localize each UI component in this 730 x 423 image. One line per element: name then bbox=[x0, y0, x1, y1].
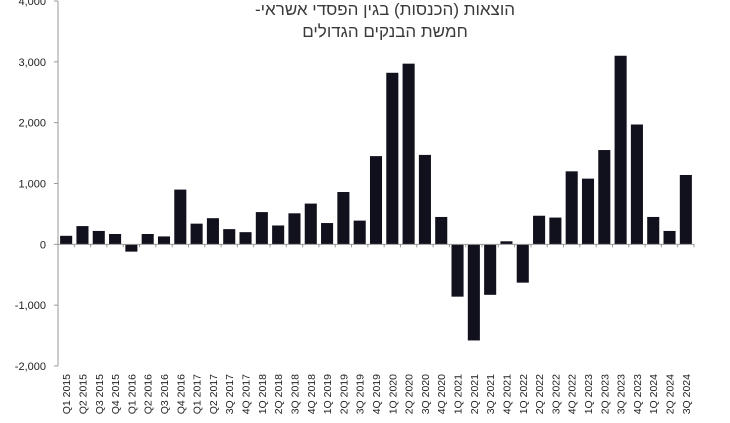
bar bbox=[125, 244, 138, 252]
x-tick-label: 2Q 2019 bbox=[338, 374, 350, 414]
bar bbox=[109, 233, 122, 245]
x-tick-label: 3Q 2020 bbox=[420, 374, 432, 414]
bar bbox=[386, 72, 399, 245]
x-tick-label: 4Q 2022 bbox=[567, 374, 579, 414]
x-tick-label: 4Q 2017 bbox=[241, 374, 253, 414]
bar bbox=[76, 226, 89, 245]
chart-title-line-2: חמשת הבנקים הגדולים bbox=[302, 22, 468, 41]
bar bbox=[598, 150, 611, 245]
y-tick-label: 0 bbox=[40, 239, 46, 251]
bar bbox=[141, 233, 154, 245]
bar bbox=[663, 230, 676, 245]
bar bbox=[614, 55, 627, 245]
x-tick-label: 3Q 2021 bbox=[485, 374, 497, 414]
y-tick-label: -1,000 bbox=[15, 300, 46, 312]
bar bbox=[467, 244, 480, 341]
bar bbox=[174, 189, 187, 245]
bar bbox=[272, 225, 285, 245]
x-tick-label: Q3 2016 bbox=[159, 374, 171, 414]
x-tick-label: 3Q 2017 bbox=[224, 374, 236, 414]
chart-title-line-1: הוצאות (הכנסות) בגין הפסדי אשראי- bbox=[255, 0, 515, 19]
x-tick-label: 1Q 2023 bbox=[583, 374, 595, 414]
bar bbox=[239, 232, 252, 245]
bar bbox=[190, 223, 203, 245]
x-tick-label: 3Q 2019 bbox=[355, 374, 367, 414]
bar bbox=[304, 203, 317, 245]
x-tick-label: 4Q 2023 bbox=[632, 374, 644, 414]
bar bbox=[321, 223, 334, 245]
x-tick-label: 3Q 2024 bbox=[681, 374, 693, 414]
bar bbox=[353, 220, 366, 245]
bar bbox=[533, 215, 546, 245]
bar bbox=[402, 63, 415, 245]
y-tick-label: 1,000 bbox=[18, 179, 46, 191]
x-tick-label: Q2 2015 bbox=[77, 374, 89, 414]
bar bbox=[337, 192, 350, 245]
bar bbox=[418, 154, 431, 245]
x-tick-label: Q1 2017 bbox=[192, 374, 204, 414]
bar bbox=[255, 212, 268, 245]
bar bbox=[206, 218, 219, 245]
bar bbox=[435, 216, 448, 245]
x-tick-label: 3Q 2022 bbox=[550, 374, 562, 414]
x-tick-label: Q4 2016 bbox=[175, 374, 187, 414]
bar bbox=[647, 216, 660, 245]
bar bbox=[484, 244, 497, 295]
x-tick-label: Q1 2016 bbox=[126, 374, 138, 414]
x-tick-label: Q1 2015 bbox=[61, 374, 73, 414]
y-tick-label: -2,000 bbox=[15, 361, 46, 373]
bar bbox=[679, 174, 692, 245]
x-tick-label: Q2 2016 bbox=[143, 374, 155, 414]
bar bbox=[288, 213, 301, 245]
x-tick-label: 1Q 2024 bbox=[648, 374, 660, 414]
x-tick-label: Q2 2017 bbox=[208, 374, 220, 414]
bar bbox=[565, 171, 578, 245]
bar bbox=[549, 217, 562, 245]
x-tick-label: 1Q 2019 bbox=[322, 374, 334, 414]
y-tick-label: 3,000 bbox=[18, 57, 46, 69]
x-tick-label: 1Q 2022 bbox=[518, 374, 530, 414]
bar bbox=[516, 244, 529, 283]
bar bbox=[157, 236, 171, 245]
bar bbox=[500, 241, 513, 245]
x-tick-label: 2Q 2021 bbox=[469, 374, 481, 414]
bar bbox=[369, 156, 383, 245]
x-tick-label: 2Q 2024 bbox=[665, 374, 677, 414]
x-tick-label: 4Q 2019 bbox=[371, 374, 383, 414]
x-tick-label: 4Q 2018 bbox=[306, 374, 318, 414]
x-tick-label: 2Q 2022 bbox=[534, 374, 546, 414]
x-tick-label: 3Q 2018 bbox=[289, 374, 301, 414]
x-tick-label: 2Q 2023 bbox=[599, 374, 611, 414]
x-tick-label: Q4 2015 bbox=[110, 374, 122, 414]
bar bbox=[60, 235, 73, 245]
y-tick-label: 4,000 bbox=[18, 0, 46, 8]
y-axis: 4,000 3,000 2,000 1,000 0 -1,000 -2,000 bbox=[15, 0, 59, 373]
x-tick-label: 2Q 2018 bbox=[273, 374, 285, 414]
x-tick-label: 1Q 2018 bbox=[257, 374, 269, 414]
x-tick-label: 2Q 2020 bbox=[404, 374, 416, 414]
bar bbox=[581, 178, 595, 245]
bar bbox=[630, 124, 643, 245]
x-tick-label: 3Q 2023 bbox=[616, 374, 628, 414]
bar bbox=[92, 230, 105, 245]
x-tick-label: 4Q 2021 bbox=[501, 374, 513, 414]
x-tick-label: Q3 2015 bbox=[94, 374, 106, 414]
bar bbox=[451, 244, 464, 297]
y-tick-label: 2,000 bbox=[18, 118, 46, 130]
x-tick-label: 4Q 2020 bbox=[436, 374, 448, 414]
bars bbox=[60, 55, 692, 341]
bar bbox=[223, 229, 236, 245]
x-tick-label: 1Q 2021 bbox=[453, 374, 465, 414]
x-tick-label: 1Q 2020 bbox=[387, 374, 399, 414]
x-axis: Q1 2015 Q2 2015 Q3 2015 Q4 2015 Q1 2016 Q2 20… bbox=[58, 243, 695, 414]
